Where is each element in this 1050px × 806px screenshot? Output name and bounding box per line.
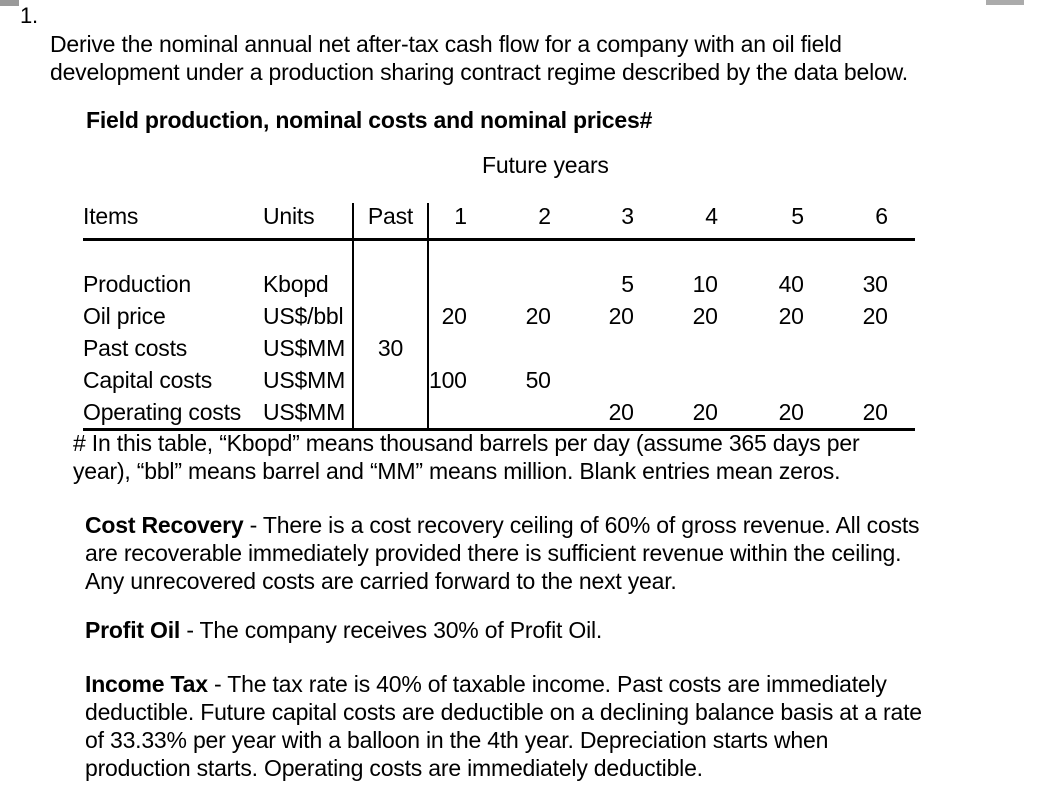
col-header-items: Items: [83, 203, 253, 241]
cell-y4: 20: [692, 302, 718, 329]
cell-y6: 20: [862, 302, 888, 329]
cell-y4: 10: [692, 270, 718, 297]
term-text-income-tax: - The tax rate is 40% of taxable income.…: [85, 671, 922, 781]
cell-y5: [718, 364, 804, 396]
cell-y2: [466, 396, 551, 431]
cell-past: [352, 268, 429, 300]
cell-y3: [551, 364, 634, 396]
cell-y1: 20: [441, 302, 467, 329]
cell-y2: 20: [525, 302, 551, 329]
paragraph-income-tax: Income Tax - The tax rate is 40% of taxa…: [85, 670, 1045, 782]
paragraph-profit-oil: Profit Oil - The company receives 30% of…: [85, 616, 1045, 644]
col-header-year-5: 5: [717, 203, 804, 241]
cell-y2: [467, 268, 551, 300]
cell-y6: [804, 364, 915, 396]
table-row-production: Production Kbopd 5 10 40 30: [83, 268, 915, 300]
col-header-year-1: 1: [428, 203, 467, 241]
col-header-year-4: 4: [633, 203, 718, 241]
row-units: US$MM: [253, 396, 353, 431]
cell-y6: [804, 332, 915, 364]
row-label: Production: [83, 270, 191, 297]
cell-y3: 20: [608, 302, 634, 329]
col-header-units: Units: [253, 203, 353, 241]
term-heading-income-tax: Income Tax: [85, 671, 208, 697]
cell-y4: [634, 332, 718, 364]
term-text-profit-oil: - The company receives 30% of Profit Oil…: [180, 617, 603, 643]
field-data-table: Items Units Past 1 2 3 4 5 6 Production …: [83, 203, 915, 431]
cell-y3: [551, 332, 634, 364]
row-units: Kbopd: [263, 270, 329, 297]
cell-y5: 20: [778, 302, 804, 329]
cell-past: [352, 364, 429, 396]
question-number: 1.: [20, 3, 38, 28]
cell-y4: 20: [633, 396, 718, 431]
cell-past: 30: [352, 332, 429, 364]
row-label: Oil price: [83, 302, 166, 329]
table-row-oil-price: Oil price US$/bbl 20 20 20 20 20 20: [83, 300, 915, 332]
cell-y6: 20: [803, 396, 915, 431]
row-units: US$MM: [263, 366, 346, 393]
screen-edge-artifact-right: [986, 0, 1024, 5]
cell-y3: 5: [621, 270, 634, 297]
table-row-operating-costs: Operating costs US$MM 20 20 20 20: [83, 396, 915, 431]
row-label: Past costs: [83, 334, 188, 361]
row-units: US$MM: [263, 334, 346, 361]
table-row-past-costs: Past costs US$MM 30: [83, 332, 915, 364]
screen-edge-artifact-left: [0, 0, 19, 6]
table-row-capital-costs: Capital costs US$MM 100 50: [83, 364, 915, 396]
row-label: Capital costs: [83, 366, 213, 393]
cell-y1: [428, 268, 467, 300]
cell-y5: [718, 332, 804, 364]
cell-y2: 50: [525, 366, 551, 393]
cell-y6: 30: [862, 270, 888, 297]
term-heading-profit-oil: Profit Oil: [85, 617, 181, 643]
cell-y5: 20: [717, 396, 804, 431]
row-units: US$/bbl: [263, 302, 344, 329]
table-footnote: # In this table, “Kbopd” means thousand …: [73, 430, 860, 484]
cell-y1: 100: [429, 366, 467, 393]
row-label: Operating costs: [83, 396, 253, 431]
cell-past: [352, 396, 429, 431]
table-spacer-row: [83, 239, 915, 268]
cell-y2: [467, 332, 551, 364]
paragraph-cost-recovery: Cost Recovery - There is a cost recovery…: [85, 511, 1045, 595]
col-header-year-6: 6: [803, 203, 915, 241]
question-intro-paragraph: Derive the nominal annual net after-tax …: [50, 31, 908, 85]
cell-y3: 20: [550, 396, 634, 431]
col-header-year-2: 2: [466, 203, 551, 241]
cell-y4: [634, 364, 718, 396]
table-title: Field production, nominal costs and nomi…: [86, 107, 653, 133]
term-text-cost-recovery: - There is a cost recovery ceiling of 60…: [85, 512, 920, 594]
col-header-year-3: 3: [550, 203, 634, 241]
term-heading-cost-recovery: Cost Recovery: [85, 512, 244, 538]
cell-y5: 40: [778, 270, 804, 297]
table-header-row: Items Units Past 1 2 3 4 5 6: [83, 203, 915, 241]
cell-past: [352, 300, 429, 332]
cell-y1: [428, 332, 467, 364]
table-supertitle-future-years: Future years: [482, 152, 609, 178]
col-header-past: Past: [352, 203, 429, 241]
cell-y1: [428, 396, 467, 431]
